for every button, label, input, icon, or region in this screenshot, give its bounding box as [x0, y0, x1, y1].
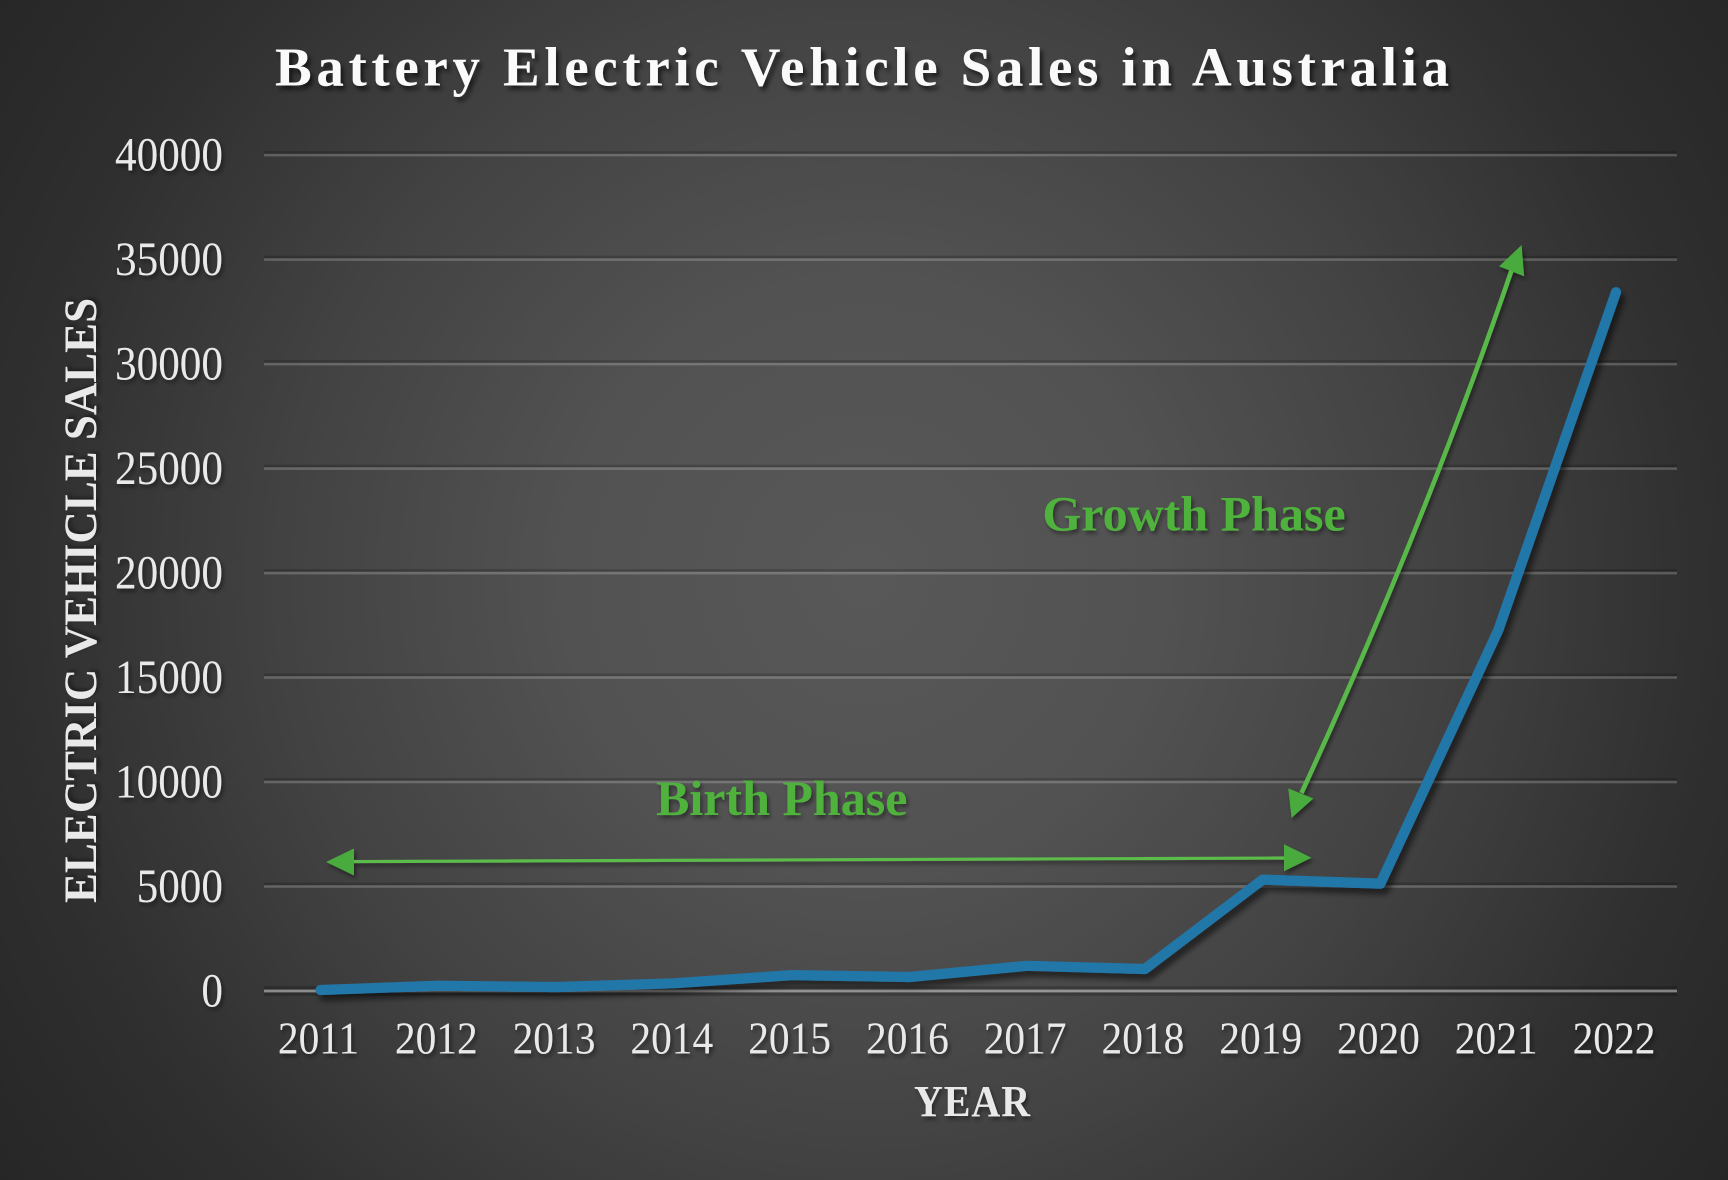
svg-text:Battery Electric Vehicle Sales: Battery Electric Vehicle Sales in Austra… [275, 37, 1454, 98]
svg-text:10000: 10000 [115, 754, 223, 808]
svg-text:15000: 15000 [115, 650, 223, 704]
svg-text:2012: 2012 [395, 1014, 478, 1064]
svg-text:40000: 40000 [115, 128, 223, 182]
svg-text:2011: 2011 [278, 1014, 359, 1064]
svg-text:30000: 30000 [115, 337, 223, 391]
svg-text:2020: 2020 [1337, 1014, 1420, 1064]
svg-text:2013: 2013 [513, 1014, 596, 1064]
svg-text:2017: 2017 [984, 1014, 1067, 1064]
svg-text:Growth Phase: Growth Phase [1042, 486, 1345, 542]
svg-text:0: 0 [201, 963, 223, 1017]
svg-text:ELECTRIC VEHICLE SALES: ELECTRIC VEHICLE SALES [54, 298, 106, 903]
svg-text:2022: 2022 [1573, 1014, 1656, 1064]
svg-text:Birth Phase: Birth Phase [656, 770, 907, 826]
svg-text:2016: 2016 [866, 1014, 949, 1064]
svg-text:2018: 2018 [1102, 1014, 1185, 1064]
svg-text:35000: 35000 [115, 232, 223, 286]
svg-text:5000: 5000 [137, 859, 223, 913]
svg-text:2021: 2021 [1455, 1014, 1538, 1064]
svg-text:2015: 2015 [748, 1014, 831, 1064]
svg-text:2019: 2019 [1219, 1014, 1302, 1064]
svg-text:2014: 2014 [630, 1014, 713, 1064]
svg-text:20000: 20000 [115, 545, 223, 599]
svg-text:YEAR: YEAR [914, 1078, 1031, 1126]
svg-text:25000: 25000 [115, 441, 223, 495]
